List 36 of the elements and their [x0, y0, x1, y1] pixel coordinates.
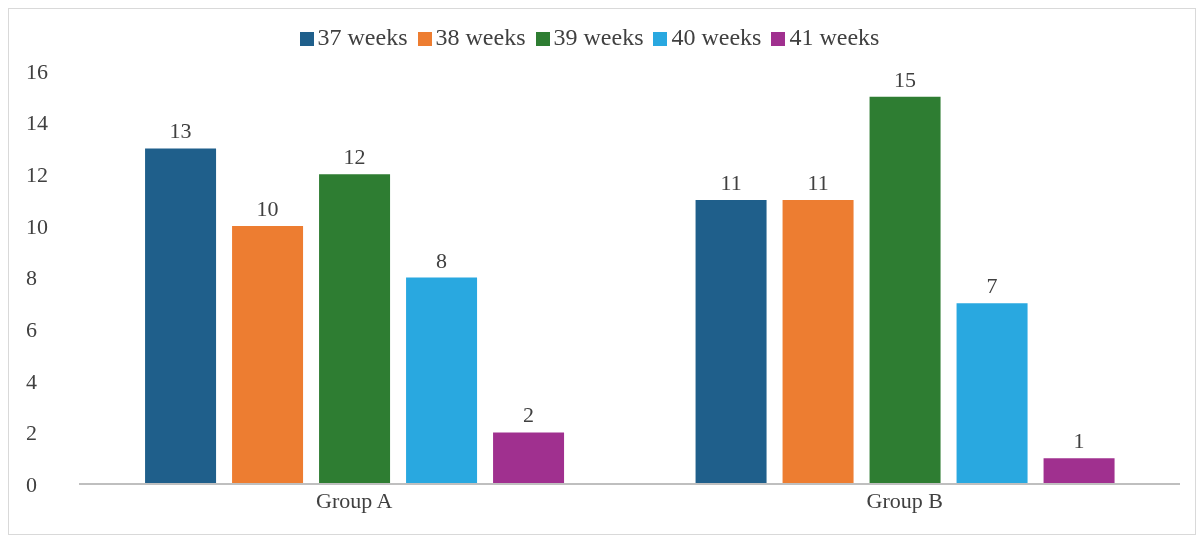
y-tick-label: 12	[26, 162, 48, 188]
bar	[695, 200, 767, 484]
data-label: 7	[986, 273, 998, 299]
x-tick-label: Group A	[316, 487, 393, 513]
x-tick-label: Group B	[866, 487, 943, 513]
y-tick-label: 10	[26, 213, 48, 239]
y-tick-label: 14	[26, 110, 48, 136]
data-label: 15	[894, 66, 917, 92]
data-label: 13	[169, 118, 192, 144]
bar	[869, 96, 941, 484]
y-tick-label: 2	[26, 420, 37, 446]
data-label: 1	[1073, 428, 1085, 454]
y-tick-label: 4	[26, 368, 37, 394]
legend-label: 40 weeks	[671, 24, 762, 50]
data-label: 2	[523, 402, 535, 428]
legend-label: 37 weeks	[317, 24, 408, 50]
bar	[1043, 458, 1115, 484]
y-tick-label: 0	[26, 471, 37, 497]
y-tick-label: 8	[26, 265, 37, 291]
data-label: 11	[807, 170, 829, 196]
bar	[319, 174, 391, 484]
bar	[493, 432, 565, 484]
bar	[956, 303, 1028, 484]
bar	[406, 277, 478, 484]
legend-label: 39 weeks	[553, 24, 644, 50]
data-label: 12	[343, 144, 366, 170]
bar	[782, 200, 854, 484]
y-tick-label: 16	[26, 58, 48, 84]
bar	[232, 225, 304, 484]
bar	[145, 148, 217, 484]
legend-label: 41 weeks	[789, 24, 880, 50]
y-tick-label: 6	[26, 316, 37, 342]
data-label: 11	[720, 170, 742, 196]
legend-label: 38 weeks	[435, 24, 526, 50]
data-label: 10	[256, 195, 279, 221]
data-label: 8	[436, 247, 448, 273]
